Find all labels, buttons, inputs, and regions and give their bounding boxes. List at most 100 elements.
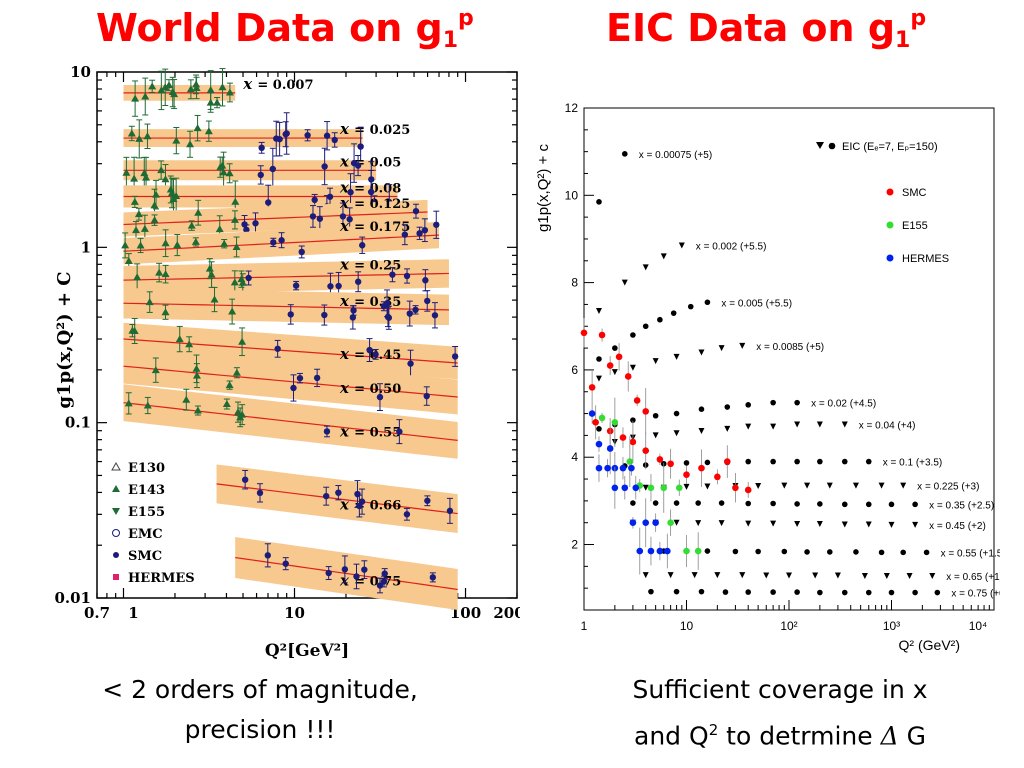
eic-point: [611, 369, 618, 376]
eic-point: [804, 549, 810, 555]
data-point-e143: [172, 136, 181, 144]
data-point-smc: [431, 312, 439, 319]
eic-bin-label: x = 0.00075 (+5): [639, 150, 712, 161]
x-axis-label: Q²[GeV²]: [265, 641, 349, 661]
eic-point: [745, 402, 752, 408]
data-point-e143: [186, 140, 195, 148]
data-point-smc: [406, 310, 413, 317]
data-point-smc: [421, 226, 429, 234]
eic-point: [912, 521, 919, 528]
data-point-e143: [134, 210, 143, 218]
bin-label: x = 0.007: [242, 75, 313, 93]
x-tick-label: 1: [128, 604, 138, 622]
eic-bin-label: x = 0.005 (+5.5): [721, 298, 792, 309]
eic-point: [912, 589, 918, 596]
hermes-point: [652, 519, 659, 526]
data-point-e143: [238, 278, 247, 286]
eic-bin-label: x = 0.75 (+0.7): [951, 589, 1000, 600]
eic-point: [755, 548, 761, 555]
eic-point: [670, 310, 677, 316]
data-point-e143: [213, 98, 222, 106]
hermes-point: [656, 547, 664, 555]
data-point-e143: [157, 86, 166, 94]
hermes-point: [642, 519, 650, 526]
eic-point: [687, 303, 694, 310]
hermes-point: [636, 547, 644, 555]
fit-curve: [123, 302, 449, 311]
data-point-smc: [327, 283, 334, 290]
data-point-smc: [323, 132, 331, 139]
data-point-smc: [335, 489, 342, 496]
right-caption-line2: and Q2 to detrmine Δ G: [634, 721, 926, 751]
eic-point: [841, 458, 848, 465]
eic-point: [673, 430, 680, 437]
eic-point: [763, 572, 770, 579]
data-point-e143: [175, 335, 184, 343]
legend-label: HERMES: [902, 253, 949, 265]
hermes-point: [595, 464, 603, 472]
eic-point: [804, 482, 811, 489]
smc-point: [598, 331, 606, 339]
data-point-smc: [269, 165, 276, 173]
data-point-smc: [422, 277, 429, 284]
data-point-e143: [192, 364, 201, 372]
eic-point: [853, 549, 859, 555]
data-point-smc: [258, 144, 265, 152]
eic-bin-label: x = 0.55 (+1.5): [941, 548, 1000, 559]
data-point-e143: [225, 88, 234, 96]
legend-marker: [886, 188, 894, 196]
eic-point: [691, 572, 698, 579]
e155-point: [626, 458, 634, 465]
eic-point: [900, 482, 907, 489]
data-point-smc: [290, 384, 297, 392]
eic-point: [888, 521, 895, 528]
left-caption: < 2 orders of magnitude, precision !!!: [40, 670, 480, 750]
eic-point: [739, 342, 746, 349]
eic-point: [652, 432, 659, 439]
bin-label: x = 0.025: [339, 120, 410, 138]
smc-point: [624, 373, 632, 380]
data-point-e143: [150, 216, 159, 224]
data-point-smc: [316, 215, 324, 222]
y-tick-label: 0.01: [54, 589, 91, 607]
data-point-e143: [161, 83, 170, 91]
data-point-smc: [424, 497, 431, 504]
eic-point: [745, 423, 752, 430]
hermes-point: [664, 547, 671, 555]
hermes-point: [619, 464, 627, 472]
data-point-e143: [167, 189, 176, 197]
eic-point: [657, 316, 663, 323]
eic-point: [745, 500, 752, 507]
eic-bin-label: x = 0.0085 (+5): [756, 342, 824, 353]
eic-point: [794, 521, 801, 528]
eic-bin-label: x = 0.65 (+1): [946, 572, 1000, 583]
eic-point: [673, 500, 680, 506]
data-point-smc: [241, 221, 248, 228]
data-point-smc: [403, 272, 411, 280]
bin-label: x = 0.55: [339, 422, 401, 440]
eic-point: [698, 428, 705, 435]
data-point-e143: [152, 190, 161, 198]
eic-point: [745, 589, 752, 595]
eic-point: [826, 549, 833, 555]
eic-point: [865, 521, 872, 528]
eic-point: [704, 299, 711, 306]
eic-point: [652, 500, 659, 506]
data-point-smc: [356, 502, 363, 510]
hermes-point: [588, 410, 596, 417]
data-point-smc: [245, 274, 252, 282]
eic-point: [817, 458, 823, 465]
legend-label: EMC: [128, 527, 163, 542]
legend-marker-hermes: [113, 574, 119, 580]
data-point-e143: [225, 169, 234, 177]
hermes-point: [632, 484, 640, 492]
y-tick-label: 6: [571, 363, 578, 377]
legend-label: E155: [902, 220, 928, 232]
hermes-point: [611, 484, 619, 492]
data-point-e143: [161, 239, 170, 247]
eic-point: [781, 482, 788, 489]
data-point-e143: [193, 406, 202, 414]
data-point-smc: [321, 163, 328, 170]
y-axis-label: g1p(x,Q²) + C: [54, 271, 75, 408]
x-tick-label: 10: [680, 619, 694, 633]
